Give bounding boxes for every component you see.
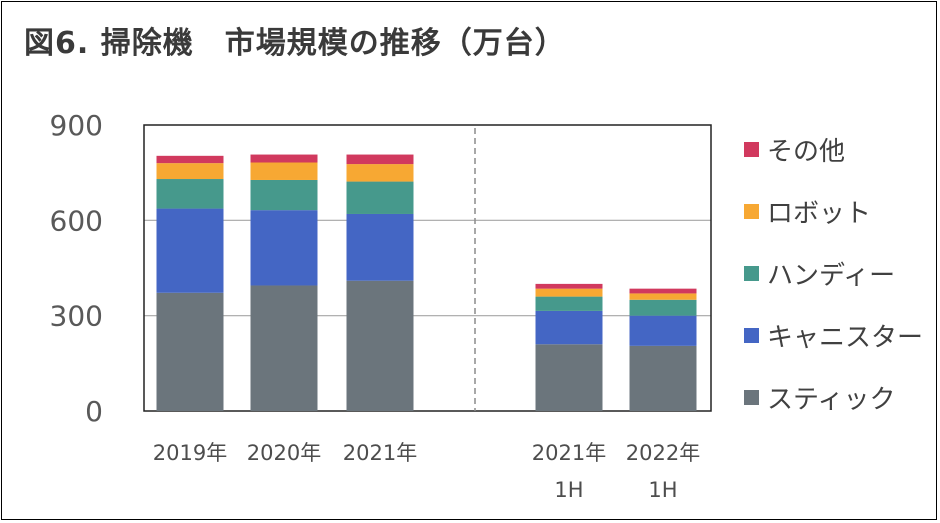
- bar-segment: [535, 288, 603, 297]
- bar-segment: [250, 179, 318, 211]
- bar-segment: [250, 162, 318, 180]
- legend-item: キャニスター: [744, 304, 934, 366]
- bar-segment: [346, 181, 414, 214]
- y-tick-label: 300: [50, 300, 103, 333]
- bar-segment: [250, 210, 318, 286]
- bar-segment: [346, 164, 414, 182]
- bar-segment: [156, 179, 224, 209]
- bar-segment: [346, 213, 414, 281]
- legend-swatch: [744, 203, 759, 219]
- x-tick-label: 2019年: [153, 441, 227, 465]
- y-tick-label: 0: [85, 395, 103, 428]
- bar-segment: [346, 154, 414, 165]
- bar-segment: [250, 285, 318, 411]
- x-tick-label: 2021年: [532, 441, 606, 465]
- x-tick-label: 1H: [554, 478, 583, 502]
- bar-segment: [629, 293, 697, 300]
- bar-segment: [629, 288, 697, 294]
- legend-swatch: [744, 389, 759, 405]
- bar-segment: [156, 155, 224, 164]
- bar-segment: [535, 283, 603, 289]
- y-tick-label: 900: [50, 109, 103, 142]
- legend-swatch: [744, 141, 759, 157]
- y-tick-label: 600: [50, 204, 103, 237]
- x-tick-label: 1H: [648, 478, 677, 502]
- legend: その他ロボットハンディーキャニスター スティック: [744, 118, 934, 428]
- bar-segment: [629, 315, 697, 346]
- bar-segment: [156, 292, 224, 411]
- legend-label: ハンディー: [767, 260, 896, 291]
- legend-item: ロボット: [744, 180, 934, 242]
- bar-segment: [346, 280, 414, 411]
- bar-segment: [535, 296, 603, 311]
- legend-item: スティック: [744, 366, 934, 428]
- bar-segment: [250, 154, 318, 163]
- legend-label: その他: [767, 136, 846, 167]
- x-tick-label: 2022年: [626, 441, 700, 465]
- x-tick-label: 2020年: [247, 441, 321, 465]
- bar-segment: [535, 344, 603, 411]
- bar-segment: [156, 208, 224, 293]
- legend-label: キャニスター: [767, 322, 924, 353]
- legend-label: スティック: [767, 384, 896, 415]
- legend-item: ハンディー: [744, 242, 934, 304]
- plot-area: [143, 124, 712, 412]
- bar-segment: [629, 345, 697, 411]
- legend-label: ロボット: [767, 198, 872, 229]
- bar-segment: [535, 310, 603, 345]
- legend-item: その他: [744, 118, 934, 180]
- chart-title: 図6. 掃除機 市場規模の推移（万台）: [24, 26, 566, 61]
- x-tick-label: 2021年: [343, 441, 417, 465]
- bar-segment: [629, 299, 697, 316]
- bar-segment: [156, 163, 224, 180]
- legend-swatch: [744, 327, 759, 343]
- legend-swatch: [744, 265, 759, 281]
